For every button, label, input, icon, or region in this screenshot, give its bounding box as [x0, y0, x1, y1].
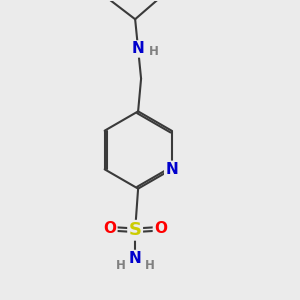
Text: H: H — [145, 259, 154, 272]
Text: S: S — [129, 221, 142, 239]
Text: H: H — [116, 259, 126, 272]
Text: O: O — [103, 221, 116, 236]
Text: H: H — [148, 45, 158, 58]
Text: N: N — [129, 251, 142, 266]
Text: O: O — [154, 221, 167, 236]
Text: N: N — [132, 41, 145, 56]
Text: N: N — [165, 162, 178, 177]
